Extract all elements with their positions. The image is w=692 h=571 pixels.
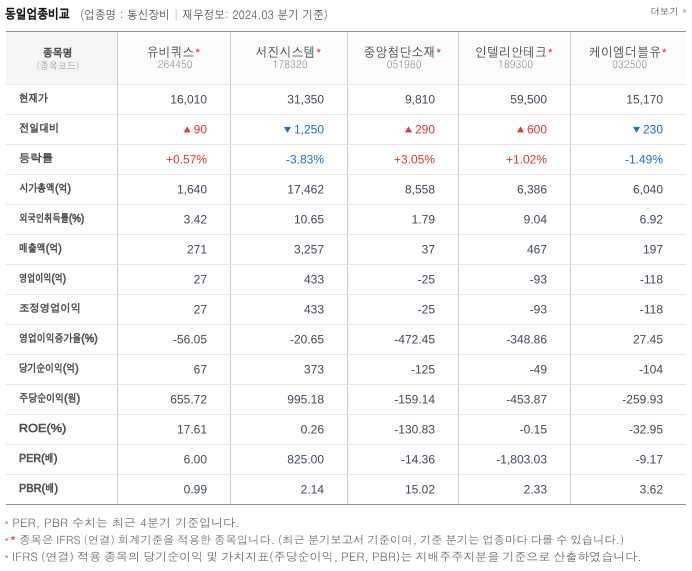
- svg-text:0.99: 0.99: [184, 482, 208, 496]
- svg-text:-32.95: -32.95: [629, 422, 663, 436]
- svg-text:-118: -118: [640, 302, 663, 316]
- svg-text:31,350: 31,350: [287, 92, 324, 106]
- svg-text:0.26: 0.26: [301, 422, 325, 436]
- svg-text:1,250: 1,250: [294, 122, 324, 136]
- svg-text:90: 90: [194, 122, 208, 136]
- svg-text:-130.83: -130.83: [394, 422, 435, 436]
- svg-text:27: 27: [194, 302, 208, 316]
- svg-text:-9.17: -9.17: [636, 452, 664, 466]
- svg-text:6.00: 6.00: [184, 452, 208, 466]
- svg-text:-25: -25: [418, 272, 436, 286]
- svg-text:67: 67: [194, 362, 208, 376]
- svg-text:9.04: 9.04: [524, 212, 548, 226]
- svg-text:6.92: 6.92: [640, 212, 664, 226]
- svg-text:-259.93: -259.93: [622, 392, 663, 406]
- svg-text:230: 230: [643, 122, 663, 136]
- svg-text:-93: -93: [530, 272, 548, 286]
- svg-text:433: 433: [304, 272, 324, 286]
- svg-text:-118: -118: [640, 272, 663, 286]
- svg-text:-159.14: -159.14: [394, 392, 435, 406]
- svg-text:467: 467: [527, 242, 547, 256]
- svg-text:197: 197: [643, 242, 663, 256]
- svg-text:17.61: 17.61: [177, 422, 207, 436]
- svg-text:16,010: 16,010: [170, 92, 207, 106]
- svg-text:+3.05%: +3.05%: [394, 152, 435, 166]
- svg-text:2.33: 2.33: [524, 482, 548, 496]
- svg-text:-3.83%: -3.83%: [286, 152, 324, 166]
- svg-text:37: 37: [422, 242, 436, 256]
- svg-text:825.00: 825.00: [287, 452, 324, 466]
- svg-text:1,640: 1,640: [177, 182, 207, 196]
- svg-text:17,462: 17,462: [287, 182, 324, 196]
- svg-text:-104: -104: [639, 362, 663, 376]
- svg-text:-453.87: -453.87: [506, 392, 547, 406]
- svg-text:-472.45: -472.45: [394, 332, 435, 346]
- svg-text:-20.65: -20.65: [290, 332, 324, 346]
- svg-text:3.42: 3.42: [184, 212, 208, 226]
- svg-text:995.18: 995.18: [287, 392, 324, 406]
- svg-text:2.14: 2.14: [301, 482, 325, 496]
- svg-text:-56.05: -56.05: [173, 332, 207, 346]
- svg-text:6,386: 6,386: [517, 182, 547, 196]
- svg-text:-1,803.03: -1,803.03: [496, 452, 547, 466]
- svg-text:59,500: 59,500: [510, 92, 547, 106]
- svg-text:-25: -25: [418, 302, 436, 316]
- svg-text:-49: -49: [530, 362, 548, 376]
- svg-text:-93: -93: [530, 302, 548, 316]
- svg-text:-14.36: -14.36: [401, 452, 435, 466]
- svg-text:-1.49%: -1.49%: [625, 152, 663, 166]
- svg-text:290: 290: [415, 122, 435, 136]
- svg-text:15,170: 15,170: [626, 92, 663, 106]
- svg-text:6,040: 6,040: [633, 182, 663, 196]
- svg-text:15.02: 15.02: [405, 482, 435, 496]
- svg-text:373: 373: [304, 362, 324, 376]
- svg-text:27.45: 27.45: [633, 332, 663, 346]
- svg-text:27: 27: [194, 272, 208, 286]
- svg-text:3,257: 3,257: [294, 242, 324, 256]
- svg-text:8,558: 8,558: [405, 182, 435, 196]
- svg-text:-348.86: -348.86: [506, 332, 547, 346]
- svg-text:1.79: 1.79: [412, 212, 436, 226]
- svg-text:9,810: 9,810: [405, 92, 435, 106]
- svg-text:10.65: 10.65: [294, 212, 324, 226]
- svg-text:-0.15: -0.15: [520, 422, 548, 436]
- svg-text:433: 433: [304, 302, 324, 316]
- svg-text:3.62: 3.62: [640, 482, 664, 496]
- svg-text:-125: -125: [411, 362, 435, 376]
- svg-text:+1.02%: +1.02%: [506, 152, 547, 166]
- svg-text:655.72: 655.72: [170, 392, 207, 406]
- svg-text:271: 271: [187, 242, 207, 256]
- svg-text:+0.57%: +0.57%: [166, 152, 207, 166]
- svg-text:600: 600: [527, 122, 547, 136]
